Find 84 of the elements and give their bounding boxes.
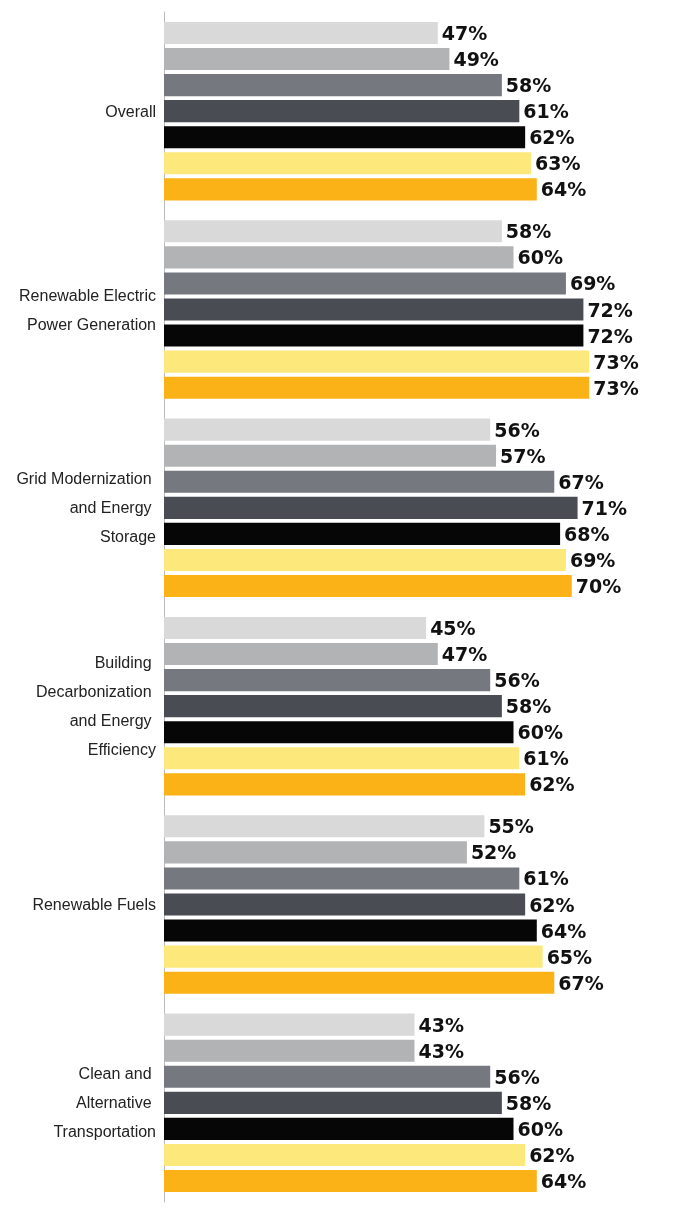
data-label: 56%	[494, 418, 540, 441]
y-tick-label: Renewable Fuels	[32, 896, 156, 913]
bar	[164, 324, 584, 347]
data-label: 61%	[523, 867, 569, 890]
bar	[164, 522, 561, 545]
data-label: 60%	[517, 1117, 563, 1140]
data-label: 45%	[430, 616, 476, 639]
bar	[164, 919, 537, 942]
data-label: 56%	[494, 669, 540, 692]
data-label: 64%	[540, 178, 587, 201]
bar	[164, 220, 502, 243]
data-label: 69%	[569, 272, 616, 295]
data-label: 71%	[581, 496, 628, 519]
y-tick-label: Grid Modernization and Energy Storage	[16, 470, 157, 546]
data-label: 58%	[505, 74, 552, 97]
bar	[164, 178, 537, 201]
data-label: 47%	[441, 21, 488, 44]
data-label: 43%	[418, 1039, 464, 1062]
data-label: 60%	[517, 246, 563, 269]
data-label: 61%	[523, 747, 569, 770]
bar	[164, 971, 555, 994]
data-label: 62%	[529, 126, 575, 149]
data-label: 73%	[593, 376, 639, 399]
bar	[164, 100, 520, 123]
data-label: 61%	[523, 100, 569, 123]
data-label: 64%	[540, 919, 587, 942]
data-label: 69%	[569, 548, 616, 571]
bar	[164, 376, 590, 399]
data-label: 58%	[505, 695, 552, 718]
bar	[164, 350, 590, 373]
bar	[164, 695, 502, 718]
data-label: 68%	[564, 522, 610, 545]
data-label: 49%	[453, 48, 499, 71]
bar	[164, 470, 555, 493]
bar	[164, 669, 491, 692]
bar	[164, 496, 578, 519]
data-label: 55%	[488, 815, 534, 838]
bar	[164, 773, 526, 796]
bar	[164, 1013, 415, 1036]
bar	[164, 1143, 526, 1167]
bar	[164, 1091, 502, 1114]
bar	[164, 893, 526, 916]
y-tick-label: Clean and Alternative Transportation	[53, 1065, 156, 1141]
bar	[164, 721, 514, 744]
bar	[164, 152, 531, 175]
data-label: 60%	[517, 721, 563, 744]
data-label: 67%	[558, 470, 604, 493]
bar	[164, 815, 485, 838]
data-label: 67%	[558, 971, 604, 994]
data-label: 58%	[505, 220, 552, 243]
data-label: 47%	[441, 643, 488, 666]
data-label: 70%	[575, 575, 622, 598]
data-label: 62%	[529, 1143, 575, 1166]
data-label: 57%	[500, 444, 546, 467]
bar	[164, 616, 427, 640]
bar	[164, 1169, 537, 1193]
data-label: 65%	[546, 945, 593, 968]
bar	[164, 21, 438, 45]
bar	[164, 548, 566, 572]
y-tick-label: Building Decarbonization and Energy Efficiency	[35, 654, 156, 759]
bar	[164, 574, 572, 598]
data-label: 73%	[593, 350, 639, 373]
data-label: 63%	[534, 152, 581, 175]
y-tick-label: Overall	[105, 102, 156, 120]
data-label: 64%	[540, 1170, 587, 1193]
bar	[164, 747, 520, 770]
bar	[164, 272, 566, 295]
data-label: 52%	[470, 841, 517, 864]
bar	[164, 945, 543, 968]
data-label: 58%	[505, 1091, 552, 1114]
data-label: 56%	[494, 1065, 540, 1088]
bar	[164, 1065, 491, 1088]
data-label: 43%	[418, 1013, 464, 1036]
bar	[164, 298, 584, 321]
bar	[164, 74, 502, 97]
data-label: 62%	[529, 893, 575, 916]
y-tick-label: Renewable Electric Power Generation	[19, 286, 156, 333]
bar	[164, 126, 526, 149]
data-label: 62%	[529, 773, 575, 796]
data-label: 72%	[587, 298, 633, 321]
bar	[164, 867, 520, 890]
bar	[164, 418, 491, 441]
data-label: 72%	[587, 324, 633, 347]
bar	[164, 1117, 514, 1140]
